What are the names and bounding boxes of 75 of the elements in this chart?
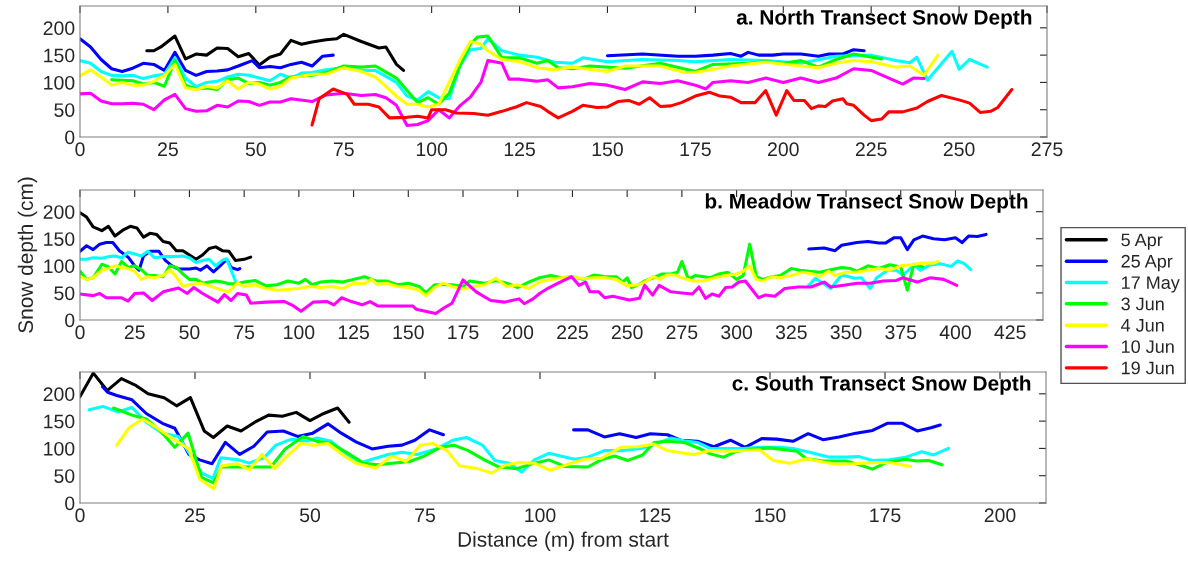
- chart-title: b. Meadow Transect Snow Depth: [705, 193, 1028, 213]
- x-tick-label: 425: [994, 325, 1026, 340]
- y-tick-label: 150: [44, 414, 75, 429]
- line-series: [80, 372, 351, 440]
- x-tick-label: 25: [124, 325, 145, 340]
- x-tick-label: 225: [855, 142, 887, 157]
- y-tick-label: 50: [54, 286, 75, 301]
- line-series: [80, 275, 959, 316]
- x-tick-label: 0: [75, 325, 85, 340]
- y-tick-label: 0: [65, 313, 75, 328]
- x-tick-label: 0: [75, 508, 85, 523]
- x-tick-label: 25: [158, 142, 178, 157]
- line-series: [115, 417, 913, 491]
- x-tick-label: 300: [721, 325, 753, 340]
- y-tick-label: 200: [43, 21, 75, 36]
- y-tick-label: 0: [65, 130, 75, 145]
- line-series: [80, 39, 940, 109]
- legend-label: 17 May: [1121, 276, 1180, 293]
- x-tick-label: 250: [943, 142, 975, 157]
- x-tick-label: 0: [75, 142, 85, 157]
- x-tick-label: 100: [284, 325, 315, 340]
- x-tick-label: 125: [640, 508, 671, 523]
- y-tick-label: 50: [54, 103, 75, 117]
- x-tick-label: 325: [775, 325, 807, 340]
- legend-label: 25 Apr: [1121, 254, 1173, 272]
- x-tick-label: 25: [185, 508, 205, 523]
- x-tick-label: 50: [299, 508, 321, 523]
- x-tick-label: 175: [680, 142, 711, 157]
- x-tick-label: 200: [768, 142, 799, 157]
- line-series: [80, 259, 940, 298]
- x-tick-label: 400: [939, 325, 971, 340]
- x-tick-label: 150: [393, 325, 424, 340]
- x-tick-label: 50: [245, 142, 266, 157]
- y-tick-label: 150: [44, 232, 75, 246]
- x-tick-label: 175: [448, 325, 479, 340]
- y-tick-label: 150: [44, 48, 75, 63]
- x-tick-label: 75: [234, 325, 255, 340]
- x-tick-label: 100: [416, 142, 448, 157]
- y-tick-label: 50: [54, 469, 75, 483]
- x-tick-label: 250: [611, 325, 643, 340]
- y-tick-label: 0: [65, 496, 75, 511]
- y-tick-label: 200: [43, 387, 75, 402]
- line-series: [80, 211, 253, 262]
- x-axis-title: Distance (m) from start: [458, 531, 669, 551]
- x-tick-label: 150: [592, 142, 623, 157]
- x-tick-label: 150: [755, 508, 786, 523]
- chart-title: a. North Transect Snow Depth: [736, 9, 1032, 29]
- x-tick-label: 125: [504, 142, 535, 157]
- y-axis-title: Snow depth (cm): [17, 177, 38, 333]
- x-tick-label: 100: [525, 508, 556, 523]
- legend-label: 19 Jun: [1121, 361, 1174, 375]
- x-tick-label: 200: [984, 508, 1016, 523]
- x-tick-label: 50: [179, 325, 200, 340]
- y-tick-label: 100: [44, 441, 75, 456]
- x-tick-label: 200: [502, 325, 534, 340]
- line-series: [80, 59, 926, 128]
- chart-title: c. South Transect Snow Depth: [732, 375, 1031, 395]
- legend-label: 10 Jun: [1121, 340, 1174, 354]
- x-tick-label: 175: [870, 508, 901, 523]
- x-tick-label: 275: [1031, 142, 1063, 157]
- x-tick-label: 125: [338, 325, 369, 340]
- x-tick-label: 275: [666, 325, 698, 340]
- y-tick-label: 100: [44, 259, 75, 274]
- legend-label: 4 Jun: [1121, 319, 1164, 332]
- x-tick-label: 75: [415, 508, 435, 523]
- x-tick-label: 75: [333, 142, 354, 157]
- x-tick-label: 350: [830, 325, 862, 340]
- x-tick-label: 225: [557, 325, 588, 340]
- x-tick-label: 375: [885, 325, 917, 340]
- line-series: [145, 32, 406, 72]
- line-series: [310, 87, 1014, 127]
- y-tick-label: 100: [44, 75, 75, 90]
- legend-label: 3 Jun: [1121, 297, 1164, 311]
- legend-label: 5 Apr: [1121, 233, 1163, 250]
- y-tick-label: 200: [43, 205, 75, 219]
